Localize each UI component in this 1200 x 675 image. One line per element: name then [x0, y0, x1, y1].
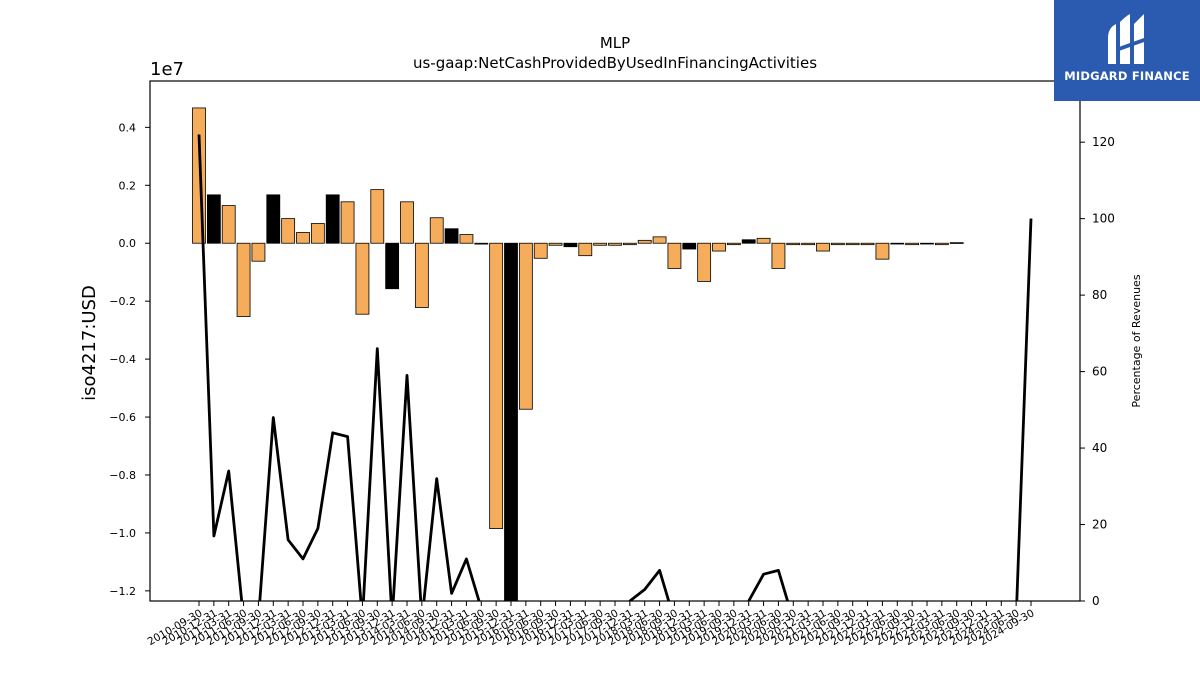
bar: [459, 234, 474, 244]
bar: [414, 242, 429, 308]
bar: [682, 242, 697, 250]
y-tick-label: 0.2: [119, 179, 137, 192]
bar: [578, 242, 593, 257]
bar: [370, 189, 385, 244]
bar: [236, 242, 251, 317]
y-axis-label: iso4217:USD: [79, 285, 100, 401]
y-tick-label: −1.2: [109, 585, 136, 598]
bar: [771, 242, 786, 269]
bar: [816, 242, 830, 252]
bar: [563, 242, 578, 248]
bar: [741, 239, 756, 244]
bar: [726, 242, 741, 246]
bar: [875, 242, 890, 260]
bar: [920, 242, 934, 245]
axes: 0.4 0.2 0.0 −0.2 −0.4 −0.6 −0.8 −1.0 −1.2 0 20 40 60…: [109, 80, 1115, 648]
bar: [251, 242, 266, 262]
y-tick-label: −0.2: [109, 295, 136, 308]
y2-tick-label: 80: [1092, 288, 1107, 302]
percentage-line: [197, 134, 1033, 601]
bar: [444, 228, 459, 244]
bar: [890, 242, 905, 245]
bar: [593, 242, 608, 246]
bar: [845, 242, 860, 246]
y2-tick-label: 40: [1092, 441, 1107, 455]
bar: [756, 237, 771, 244]
bar: [533, 242, 548, 259]
bar: [325, 194, 340, 244]
bar: [310, 223, 325, 244]
bar: [429, 217, 444, 244]
bar: [385, 242, 400, 290]
bar: [712, 242, 726, 252]
bar: [518, 242, 533, 410]
bar: [474, 242, 489, 245]
bar: [622, 242, 637, 246]
y-tick-label: 0.0: [119, 237, 137, 250]
bar: [652, 236, 667, 244]
bar: [340, 201, 355, 244]
bar: [400, 201, 414, 244]
bar: [548, 242, 563, 246]
logo-mark-icon: [1108, 14, 1144, 64]
bar: [296, 232, 310, 244]
bar: [667, 242, 682, 269]
plot-frame: [149, 80, 1081, 602]
chart-subtitle: us-gaap:NetCashProvidedByUsedInFinancing…: [413, 54, 817, 72]
bar: [830, 242, 845, 246]
bar: [489, 242, 504, 529]
bar: [860, 242, 875, 246]
y-offset-label: 1e7: [150, 59, 184, 80]
bar: [934, 242, 949, 246]
y2-tick-label: 100: [1092, 212, 1115, 226]
bar: [905, 242, 920, 246]
y-tick-label: −1.0: [109, 527, 136, 540]
y-tick-label: 0.4: [119, 121, 137, 134]
line-series: [197, 134, 1033, 601]
bar: [786, 242, 801, 246]
y2-tick-label: 20: [1092, 518, 1107, 532]
midgard-finance-logo: MIDGARD FINANCE: [1054, 0, 1200, 101]
bar-series: [192, 107, 964, 602]
bar: [697, 242, 712, 282]
bar: [801, 242, 816, 246]
bar: [281, 218, 296, 244]
bar: [355, 242, 370, 315]
y2-tick-label: 0: [1092, 594, 1100, 608]
bar: [504, 242, 518, 602]
bar: [637, 239, 652, 244]
y2-tick-label: 60: [1092, 365, 1107, 379]
y2-tick-label: 120: [1092, 135, 1115, 149]
bar: [221, 205, 236, 244]
bar: [608, 242, 622, 246]
y-tick-label: −0.6: [109, 411, 136, 424]
y-tick-label: −0.4: [109, 353, 136, 366]
logo-text: MIDGARD FINANCE: [1064, 69, 1190, 83]
bar: [949, 242, 964, 244]
bar: [206, 194, 221, 244]
bar: [266, 194, 281, 244]
chart-title: MLP: [600, 34, 630, 52]
y-tick-label: −0.8: [109, 469, 136, 482]
y2-axis-label: Percentage of Revenues: [1130, 274, 1143, 407]
